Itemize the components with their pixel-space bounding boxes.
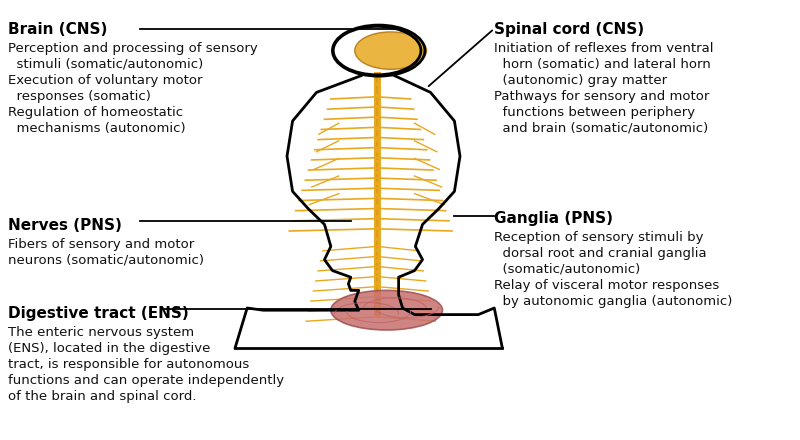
Text: Digestive tract (ENS): Digestive tract (ENS) <box>8 306 189 321</box>
Text: Fibers of sensory and motor
neurons (somatic/autonomic): Fibers of sensory and motor neurons (som… <box>8 238 204 267</box>
Text: Brain (CNS): Brain (CNS) <box>8 22 107 37</box>
Ellipse shape <box>354 32 426 70</box>
Text: Initiation of reflexes from ventral
  horn (somatic) and lateral horn
  (autonom: Initiation of reflexes from ventral horn… <box>494 42 714 135</box>
Text: Spinal cord (CNS): Spinal cord (CNS) <box>494 22 645 37</box>
Text: Ganglia (PNS): Ganglia (PNS) <box>494 211 614 226</box>
Ellipse shape <box>331 290 442 330</box>
Text: Reception of sensory stimuli by
  dorsal root and cranial ganglia
  (somatic/aut: Reception of sensory stimuli by dorsal r… <box>494 231 733 308</box>
Text: The enteric nervous system
(ENS), located in the digestive
tract, is responsible: The enteric nervous system (ENS), locate… <box>8 326 284 403</box>
Text: Nerves (PNS): Nerves (PNS) <box>8 218 122 233</box>
Text: Perception and processing of sensory
  stimuli (somatic/autonomic)
Execution of : Perception and processing of sensory sti… <box>8 42 258 135</box>
